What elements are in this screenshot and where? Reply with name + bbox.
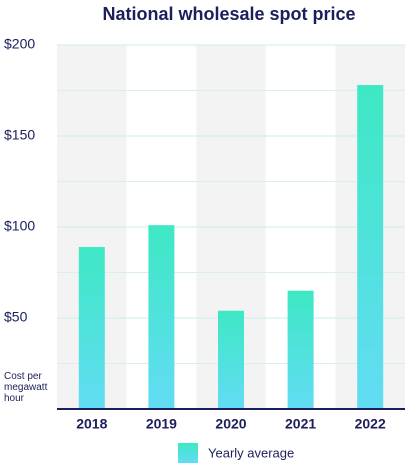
legend-swatch bbox=[178, 443, 198, 463]
y-tick-label: $100 bbox=[4, 218, 35, 234]
x-tick-label: 2022 bbox=[355, 416, 386, 432]
bar bbox=[218, 310, 244, 409]
y-tick-label: $200 bbox=[4, 36, 35, 52]
x-tick-label: 2019 bbox=[146, 416, 177, 432]
bar bbox=[78, 247, 105, 409]
bar bbox=[357, 85, 384, 409]
bar bbox=[287, 290, 314, 409]
x-tick-label: 2021 bbox=[285, 416, 316, 432]
legend-label: Yearly average bbox=[208, 445, 294, 460]
chart-title: National wholesale spot price bbox=[102, 4, 355, 24]
x-tick-label: 2018 bbox=[76, 416, 107, 432]
y-axis-label: Cost per megawatt hour bbox=[4, 371, 48, 404]
y-tick-label: $50 bbox=[4, 309, 28, 325]
y-tick-label: $150 bbox=[4, 127, 35, 143]
x-tick-label: 2020 bbox=[215, 416, 246, 432]
bar bbox=[148, 225, 175, 409]
